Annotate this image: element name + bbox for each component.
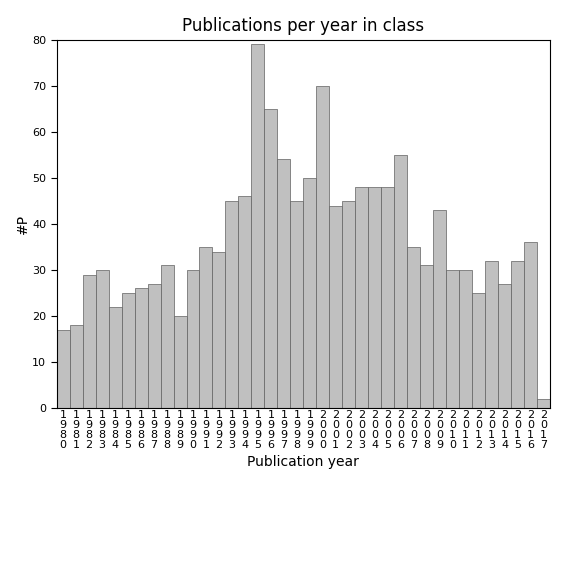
Bar [290, 201, 303, 408]
Bar [200, 247, 213, 408]
Bar [174, 316, 187, 408]
Bar [251, 44, 264, 408]
Bar [459, 270, 472, 408]
Bar [472, 293, 485, 408]
Bar [70, 325, 83, 408]
Bar [277, 159, 290, 408]
Bar [498, 284, 511, 408]
Bar [407, 247, 420, 408]
Bar [226, 201, 239, 408]
Bar [147, 284, 160, 408]
Bar [187, 270, 200, 408]
Bar [329, 205, 342, 408]
Bar [446, 270, 459, 408]
Bar [239, 196, 251, 408]
Bar [420, 265, 433, 408]
Bar [433, 210, 446, 408]
Bar [264, 109, 277, 408]
Bar [213, 252, 226, 408]
Bar [368, 187, 381, 408]
Bar [96, 270, 109, 408]
Bar [316, 86, 329, 408]
Title: Publications per year in class: Publications per year in class [182, 18, 425, 35]
Bar [342, 201, 356, 408]
Bar [394, 155, 407, 408]
Bar [57, 330, 70, 408]
Bar [356, 187, 368, 408]
Bar [524, 242, 537, 408]
Bar [134, 289, 147, 408]
Bar [109, 307, 121, 408]
Bar [485, 261, 498, 408]
Bar [381, 187, 394, 408]
Y-axis label: #P: #P [15, 214, 29, 234]
Bar [303, 178, 316, 408]
Bar [160, 265, 174, 408]
Bar [511, 261, 524, 408]
Bar [83, 274, 96, 408]
Bar [121, 293, 134, 408]
Bar [537, 399, 550, 408]
X-axis label: Publication year: Publication year [247, 455, 359, 469]
